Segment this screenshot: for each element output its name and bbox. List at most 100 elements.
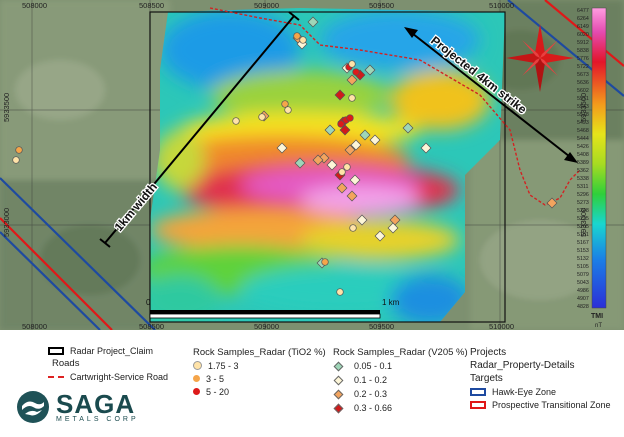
v2o5-sample-marker <box>389 214 401 226</box>
colorbar-tick-label: 4828 <box>577 304 589 310</box>
svg-text:5933500: 5933500 <box>2 93 11 122</box>
colorbar-unit: nT <box>595 323 602 329</box>
colorbar-tick-label: 5273 <box>577 200 589 206</box>
colorbar-tick-label: 5105 <box>577 264 589 270</box>
colorbar-tick-label: 4986 <box>577 288 589 294</box>
svg-text:5933500: 5933500 <box>579 93 588 122</box>
axis-labels: 508000 508500 509000 509500 510000 50800… <box>2 1 588 330</box>
v2o5-sample-marker <box>420 142 432 154</box>
colorbar-tick-label: 5518 <box>577 112 589 118</box>
colorbar-tick-label: 5468 <box>577 128 589 134</box>
v2o5-label-4: 0.3 - 0.66 <box>354 403 393 413</box>
tio2-sample-marker <box>338 168 346 176</box>
tio2-sample-marker <box>232 117 240 125</box>
tmi-colorbar: 6477 6264 6149 6020 5912 5838 5776 5722 5673 5636… <box>577 7 607 329</box>
colorbar-tick-label: 5079 <box>577 272 589 278</box>
svg-text:508000: 508000 <box>22 1 47 10</box>
colorbar-tick-label: 5571 <box>577 96 589 102</box>
tio2-sample-marker <box>12 156 20 164</box>
v2o5-sample-marker <box>369 134 381 146</box>
scale-bar: 0 1 km <box>146 298 400 319</box>
cartwright-service-road <box>209 7 581 206</box>
tio2-sample-marker <box>284 106 292 114</box>
tio2-label-mid: 3 - 5 <box>206 373 225 384</box>
colorbar-tick-label: 5636 <box>577 80 589 86</box>
colorbar-tick-label: 5602 <box>577 88 589 94</box>
project-claim-outline <box>149 11 506 323</box>
v2o5-sample-marker <box>359 129 371 141</box>
colorbar-tick-label: 5722 <box>577 64 589 70</box>
v2o5-label-1: 0.05 - 0.1 <box>354 361 393 371</box>
v2o5-swatch-3 <box>333 389 344 399</box>
v2o5-sample-marker <box>336 182 348 194</box>
logo-brand: SAGA <box>56 388 136 419</box>
colorbar-tick-label: 5408 <box>577 152 589 158</box>
v2o5-sample-marker <box>307 16 319 28</box>
hawk-eye-swatch <box>470 387 486 396</box>
colorbar-tick-label: 5338 <box>577 176 589 182</box>
tio2-sample-marker <box>352 68 360 76</box>
rock-samples <box>12 16 558 296</box>
colorbar-tick-label: 5225 <box>577 216 589 222</box>
v2o5-sample-marker <box>546 197 558 209</box>
svg-text:508500: 508500 <box>139 322 164 330</box>
targets-title: Targets <box>470 373 503 384</box>
tio2-sample-marker <box>281 100 289 108</box>
v2o5-sample-marker <box>350 139 362 151</box>
v2o5-sample-marker <box>312 154 324 166</box>
legend-tio2: Rock Samples_Radar (TiO2 %) 1.75 - 3 3 -… <box>193 346 326 398</box>
svg-text:509500: 509500 <box>369 1 394 10</box>
svg-text:510000: 510000 <box>489 1 514 10</box>
v2o5-sample-marker <box>276 142 288 154</box>
colorbar-tick-label: 6264 <box>577 16 589 22</box>
svg-text:510000: 510000 <box>489 322 514 330</box>
tio2-title: Rock Samples_Radar (TiO2 %) <box>193 347 326 358</box>
tio2-sample-marker <box>336 288 344 296</box>
v2o5-sample-marker <box>344 144 356 156</box>
colorbar-tick-label: 5248 <box>577 208 589 214</box>
v2o5-swatch-2 <box>333 375 344 385</box>
v2o5-sample-marker <box>334 89 346 101</box>
v2o5-sample-marker <box>339 124 351 136</box>
tio2-sample-marker <box>349 224 357 232</box>
colorbar-tick-label: 5444 <box>577 136 589 142</box>
tio2-swatch-mid <box>193 375 200 382</box>
claim-swatch <box>48 346 64 355</box>
v2o5-sample-marker <box>324 124 336 136</box>
svg-text:5933000: 5933000 <box>2 208 11 237</box>
v2o5-swatch-4 <box>333 403 344 413</box>
colorbar-tick-label: 5426 <box>577 144 589 150</box>
tio2-sample-marker <box>348 60 356 68</box>
v2o5-swatch-1 <box>333 361 344 371</box>
transitional-label: Prospective Transitional Zone <box>492 399 611 410</box>
tio2-sample-marker <box>299 36 307 44</box>
road-swatch <box>48 375 64 378</box>
colorbar-tick-label: 5043 <box>577 280 589 286</box>
colorbar-tick-label: 5838 <box>577 48 589 54</box>
v2o5-sample-marker <box>326 159 338 171</box>
legend-v2o5: Rock Samples_Radar (V205 %) 0.05 - 0.1 0… <box>333 346 468 415</box>
svg-text:509500: 509500 <box>369 322 394 330</box>
svg-text:509000: 509000 <box>254 322 279 330</box>
colorbar-tick-label: 5673 <box>577 72 589 78</box>
v2o5-sample-marker <box>346 74 358 86</box>
tio2-sample-marker <box>343 163 351 171</box>
colorbar-tick-label: 5362 <box>577 168 589 174</box>
scale-zero-label: 0 <box>146 298 151 307</box>
colorbar-tick-label: 5132 <box>577 256 589 262</box>
logo-subtitle: METALS CORP <box>56 415 139 423</box>
v2o5-sample-marker <box>346 190 358 202</box>
tio2-swatch-low <box>193 361 202 370</box>
tio2-sample-marker <box>321 258 329 266</box>
v2o5-sample-marker <box>294 157 306 169</box>
colorbar-tick-label: 5543 <box>577 104 589 110</box>
tio2-sample-marker <box>15 146 23 154</box>
colorbar-tick-label: 5311 <box>577 184 588 190</box>
v2o5-title: Rock Samples_Radar (V205 %) <box>333 347 468 358</box>
v2o5-sample-marker <box>402 122 414 134</box>
legend-projects-targets: Projects Radar_Property-Details Targets … <box>470 346 611 411</box>
projects-title: Projects <box>470 347 507 358</box>
colorbar-tick-label: 5205 <box>577 224 589 230</box>
colorbar-tick-label: 6020 <box>577 32 589 38</box>
v2o5-sample-marker <box>364 64 376 76</box>
